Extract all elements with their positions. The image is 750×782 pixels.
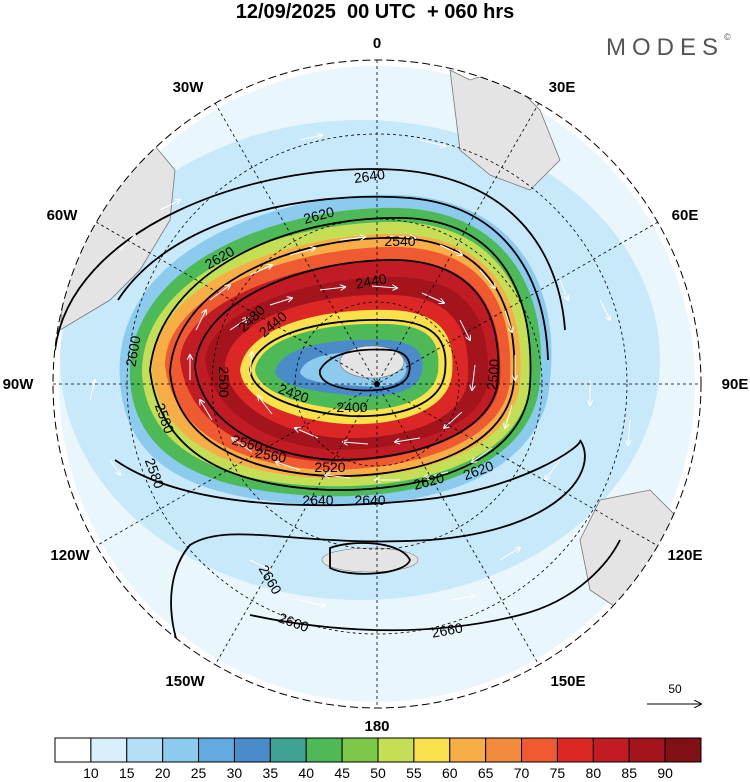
contour-label: 2500 [216, 366, 232, 397]
contour-label: 2600 [122, 334, 143, 368]
antarctica-land [339, 345, 405, 379]
map-boundary [52, 59, 702, 709]
contour-label: 2540 [384, 233, 415, 249]
longitude-label: 30W [173, 79, 205, 96]
colorbar-label: 75 [550, 765, 566, 781]
colorbar-label: 55 [406, 765, 422, 781]
contour-label: 2440 [354, 270, 388, 291]
vector-reference: 50 [647, 682, 701, 704]
colorbar-swatch [449, 737, 487, 763]
colorbar: 10 15 20 25 30 35 40 45 50 55 60 65 70 75 80 85 90 [54, 737, 702, 781]
contour-label: 2640 [354, 492, 385, 508]
colorbar-label: 40 [298, 765, 314, 781]
new-zealand-land [321, 547, 419, 573]
colorbar-swatch [233, 737, 271, 763]
longitude-label: 150W [165, 673, 205, 690]
longitude-label: 180 [364, 718, 389, 735]
colorbar-swatch [90, 737, 128, 763]
colorbar-label: 20 [155, 765, 171, 781]
colorbar-swatch [305, 737, 343, 763]
brand-name: MODES [606, 34, 725, 61]
longitude-label: 120E [667, 547, 702, 564]
colorbar-swatch [664, 737, 702, 763]
longitude-label: 120W [50, 547, 90, 564]
colorbar-swatch [269, 737, 307, 763]
colorbar-swatch [556, 737, 594, 763]
colorbar-swatch [126, 737, 164, 763]
contour-label: 2620 [302, 203, 336, 227]
longitude-label: 60W [47, 207, 79, 224]
colorbar-label: 50 [370, 765, 386, 781]
colorbar-label: 90 [657, 765, 673, 781]
colorbar-label: 80 [586, 765, 602, 781]
colorbar-swatch [377, 737, 415, 763]
colorbar-label: 25 [191, 765, 207, 781]
map-title: 12/09/2025 00 UTC + 060 hrs [235, 1, 515, 23]
vector-reference-label: 50 [668, 682, 682, 696]
contour-label: 2560 [254, 444, 288, 465]
colorbar-label: 85 [621, 765, 637, 781]
colorbar-swatch [592, 737, 630, 763]
colorbar-swatch [521, 737, 558, 763]
colorbar-label: 10 [83, 765, 99, 781]
south-pole-marker [374, 381, 380, 387]
colorbar-label: 45 [334, 765, 350, 781]
contour-label: 2620 [412, 469, 446, 493]
contour-label: 2640 [353, 166, 386, 186]
colorbar-swatch [54, 737, 92, 763]
colorbar-label: 15 [119, 765, 135, 781]
brand-logo: MODES© [606, 32, 731, 62]
contour-label: 2560 [230, 431, 264, 455]
colorbar-swatch [198, 737, 235, 763]
colorbar-label: 60 [442, 765, 458, 781]
colorbar-label: 70 [514, 765, 530, 781]
longitude-labels: 0 30E 60E 90E 120E 150E 180 150W 120W 90W 60W 30W [3, 35, 749, 735]
longitude-label: 0 [373, 35, 381, 52]
wind-vectors [89, 135, 630, 606]
contour-label: 2500 [484, 358, 503, 391]
colorbar-swatch [341, 737, 379, 763]
contour-label: 2640 [302, 492, 333, 508]
longitude-label: 30E [549, 79, 576, 96]
contour-label: 2520 [314, 459, 345, 475]
colorbar-swatch [162, 737, 200, 763]
colorbar-swatch [485, 737, 523, 763]
colorbar-label: 35 [263, 765, 279, 781]
copyright-mark: © [724, 32, 731, 42]
longitude-label: 90W [3, 376, 35, 393]
colorbar-label: 30 [227, 765, 243, 781]
longitude-label: 150E [550, 673, 585, 690]
colorbar-swatch [413, 737, 451, 763]
longitude-label: 90E [722, 376, 749, 393]
longitude-label: 60E [672, 207, 699, 224]
contour-label: 2660 [430, 619, 464, 640]
colorbar-label: 65 [478, 765, 494, 781]
contour-label: 2400 [336, 399, 367, 415]
colorbar-swatch [628, 737, 666, 763]
